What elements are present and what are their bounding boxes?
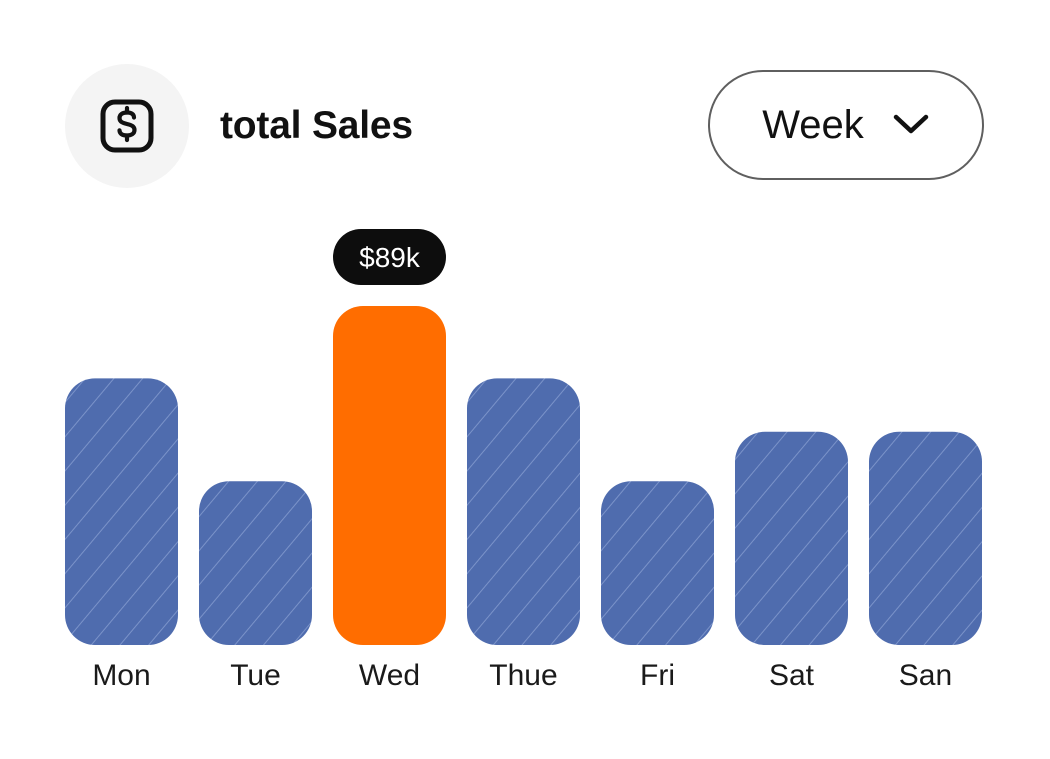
x-label-sat: Sat <box>769 659 815 692</box>
tooltip-background <box>333 229 446 285</box>
chart-header: total Sales Week <box>0 0 1050 200</box>
bar-wed[interactable] <box>333 306 446 645</box>
value-tooltip: $89k <box>333 229 446 285</box>
x-label-san: San <box>899 659 952 692</box>
sales-icon-badge <box>65 64 189 188</box>
dollar-square-icon <box>100 99 154 153</box>
bar-sat[interactable] <box>735 431 848 645</box>
bar-mon[interactable] <box>65 378 178 645</box>
period-dropdown[interactable]: Week <box>708 70 984 180</box>
chart-title: total Sales <box>220 104 413 147</box>
x-label-tue: Tue <box>230 659 281 692</box>
bar-thue[interactable] <box>467 378 580 645</box>
x-label-wed: Wed <box>359 659 420 692</box>
period-dropdown-label: Week <box>762 103 864 147</box>
bar-group <box>65 306 982 645</box>
chevron-down-icon <box>893 114 929 134</box>
bar-fri[interactable] <box>601 481 714 645</box>
x-label-thue: Thue <box>489 659 557 692</box>
bar-tue[interactable] <box>199 481 312 645</box>
x-axis-labels: Mon Tue Wed Thue Fri Sat San <box>92 659 952 692</box>
x-label-fri: Fri <box>640 659 675 692</box>
tooltip-value-label: $89k <box>359 242 421 273</box>
x-label-mon: Mon <box>92 659 150 692</box>
bar-san[interactable] <box>869 431 982 645</box>
